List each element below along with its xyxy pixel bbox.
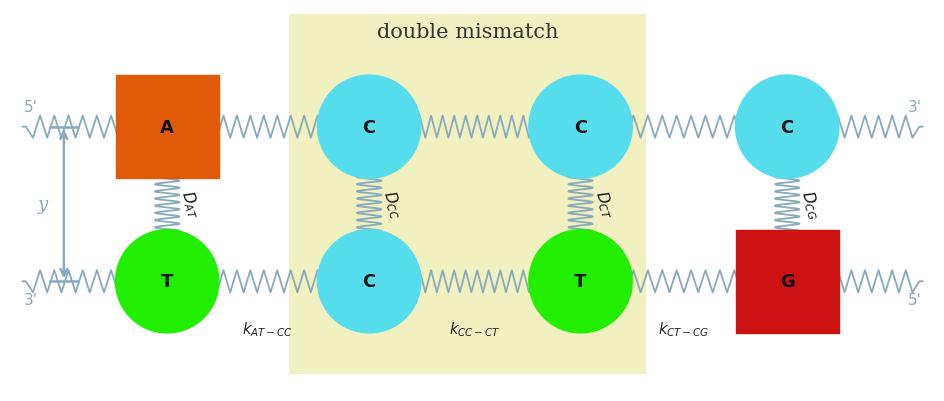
Text: 5': 5' — [907, 293, 920, 308]
Text: T: T — [160, 273, 173, 291]
Ellipse shape — [317, 76, 420, 179]
FancyBboxPatch shape — [115, 76, 219, 179]
Ellipse shape — [115, 230, 219, 333]
Text: $D_{AT}$: $D_{AT}$ — [177, 188, 204, 221]
Text: $k_{CT-CG}$: $k_{CT-CG}$ — [658, 320, 709, 338]
FancyBboxPatch shape — [734, 230, 838, 333]
Text: A: A — [160, 118, 174, 136]
Ellipse shape — [529, 230, 632, 333]
Text: C: C — [362, 273, 376, 291]
Text: 3': 3' — [906, 100, 920, 115]
Text: double mismatch: double mismatch — [377, 22, 558, 41]
Text: $D_{CT}$: $D_{CT}$ — [590, 188, 616, 221]
Text: 5': 5' — [24, 100, 37, 115]
Ellipse shape — [734, 76, 838, 179]
Text: $k_{CC-CT}$: $k_{CC-CT}$ — [448, 320, 499, 338]
Ellipse shape — [529, 76, 632, 179]
Text: G: G — [779, 273, 794, 291]
Text: T: T — [574, 273, 586, 291]
Text: $k_{AT-CC}$: $k_{AT-CC}$ — [243, 320, 293, 338]
Text: y: y — [37, 195, 47, 213]
Text: 3': 3' — [24, 293, 38, 308]
Text: $D_{CC}$: $D_{CC}$ — [379, 188, 406, 221]
Ellipse shape — [317, 230, 420, 333]
Text: $D_{CG}$: $D_{CG}$ — [797, 188, 823, 221]
Text: C: C — [362, 118, 376, 136]
FancyBboxPatch shape — [289, 14, 646, 375]
Text: C: C — [780, 118, 793, 136]
Text: C: C — [573, 118, 586, 136]
